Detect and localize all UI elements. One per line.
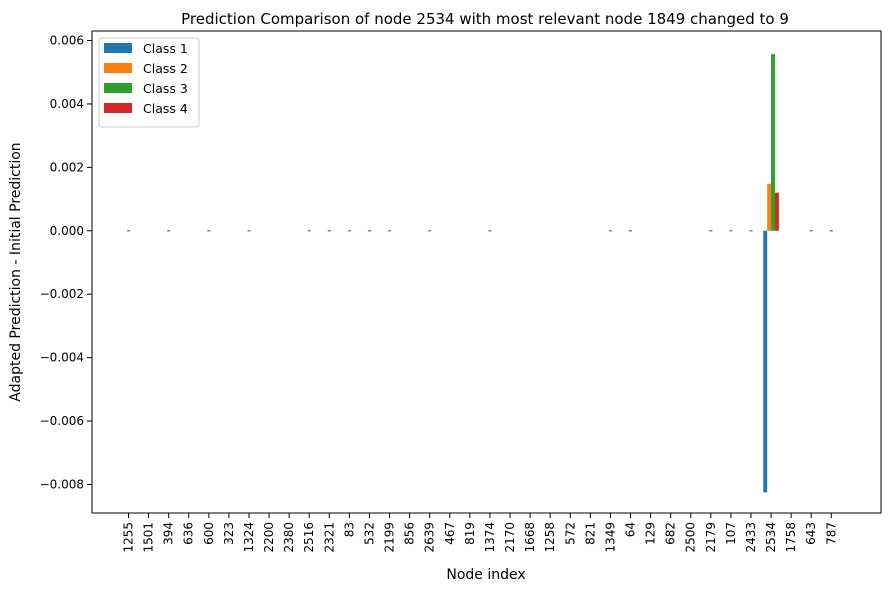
x-tick-label: 600: [202, 522, 216, 545]
y-axis-label: Adapted Prediction - Initial Prediction: [8, 142, 24, 401]
x-tick-label: 467: [443, 522, 457, 545]
x-tick-label: 682: [664, 522, 678, 545]
zero-marker-2321: [327, 230, 331, 232]
x-tick-label: 83: [342, 522, 356, 537]
x-tick-label: 572: [563, 522, 577, 545]
legend-label-class-2: Class 2: [143, 61, 188, 76]
legend-swatch-class-4: [104, 103, 132, 113]
zero-marker-2516: [307, 230, 311, 232]
x-tick-label: 2433: [744, 522, 758, 553]
zero-marker-394: [167, 230, 171, 232]
x-tick-label: 819: [463, 522, 477, 545]
zero-marker-787: [829, 230, 833, 232]
bar-class-4-2534: [774, 192, 779, 231]
zero-marker-532: [367, 230, 371, 232]
y-tick-label: −0.004: [40, 351, 84, 365]
x-tick-label: 821: [583, 522, 597, 545]
x-tick-label: 64: [624, 522, 638, 537]
x-tick-label: 1324: [242, 522, 256, 553]
bar-class-1-2534: [763, 230, 768, 493]
x-tick-label: 856: [403, 522, 417, 545]
x-tick-label: 2200: [262, 522, 276, 553]
y-tick-label: 0.004: [50, 97, 84, 111]
x-tick-label: 2534: [764, 522, 778, 553]
chart-title: Prediction Comparison of node 2534 with …: [181, 10, 789, 28]
x-tick-label: 1758: [784, 522, 798, 553]
x-tick-label: 129: [644, 522, 658, 545]
x-tick-label: 2516: [302, 522, 316, 553]
y-axis: 0.006 0.004 0.002 0.000 −0.002 −0.004 −0.006 −0…: [40, 34, 92, 491]
legend-label-class-4: Class 4: [143, 101, 188, 116]
x-tick-label: 2179: [704, 522, 718, 553]
x-tick-label: 2170: [503, 522, 517, 553]
zero-marker-83: [347, 230, 351, 232]
y-tick-label: −0.008: [40, 477, 84, 491]
x-axis-label: Node index: [446, 567, 525, 583]
zero-marker-2179: [709, 230, 713, 232]
x-tick-label: 394: [162, 522, 176, 545]
x-tick-label: 1501: [142, 522, 156, 553]
zero-marker-2639: [428, 230, 432, 232]
zero-marker-643: [809, 230, 813, 232]
plot-frame: [91, 30, 882, 514]
zero-marker-1349: [608, 230, 612, 232]
x-tick-label: 787: [824, 522, 838, 545]
legend-label-class-1: Class 1: [143, 41, 188, 56]
legend-swatch-class-2: [104, 63, 132, 73]
x-tick-label: 1349: [603, 522, 617, 553]
zero-marker-64: [629, 230, 632, 232]
x-tick-label: 636: [182, 522, 196, 545]
plot-area: [127, 54, 833, 493]
zero-marker-600: [207, 230, 211, 232]
legend-swatch-class-1: [104, 43, 132, 53]
x-tick-label: 2321: [322, 522, 336, 553]
bar-class-2-2534: [767, 183, 772, 231]
y-tick-label: 0.006: [50, 34, 84, 48]
x-tick-label: 1374: [483, 522, 497, 553]
x-tick-label: 1668: [523, 522, 537, 553]
zero-marker-2199: [388, 230, 392, 232]
x-tick-label: 1258: [543, 522, 557, 553]
x-tick-label: 532: [362, 522, 376, 545]
y-tick-label: −0.002: [40, 287, 84, 301]
bar-class-3-2534: [771, 54, 775, 231]
x-tick-label: 107: [724, 522, 738, 545]
zero-marker-1374: [488, 230, 492, 232]
zero-marker-1324: [247, 230, 251, 232]
y-tick-label: 0.002: [50, 160, 84, 174]
x-tick-label: 2639: [423, 522, 437, 553]
zero-marker-2433: [749, 230, 753, 232]
x-tick-label: 2380: [282, 522, 296, 553]
x-tick-label: 1255: [122, 522, 136, 553]
x-tick-label: 2500: [684, 522, 698, 553]
x-tick-label: 643: [804, 522, 818, 545]
y-tick-label: −0.006: [40, 414, 84, 428]
legend: Class 1 Class 2 Class 3 Class 4: [98, 37, 200, 128]
y-tick-label: 0.000: [50, 224, 84, 238]
legend-label-class-3: Class 3: [143, 81, 188, 96]
x-tick-label: 2199: [383, 522, 397, 553]
zero-marker-107: [729, 230, 733, 232]
zero-marker-1255: [127, 230, 130, 232]
x-tick-label: 323: [222, 522, 236, 545]
legend-swatch-class-3: [104, 83, 132, 93]
x-axis: 1255 1501 394 636 600 323 1324 2200 2380 2516 2321…: [122, 513, 838, 553]
